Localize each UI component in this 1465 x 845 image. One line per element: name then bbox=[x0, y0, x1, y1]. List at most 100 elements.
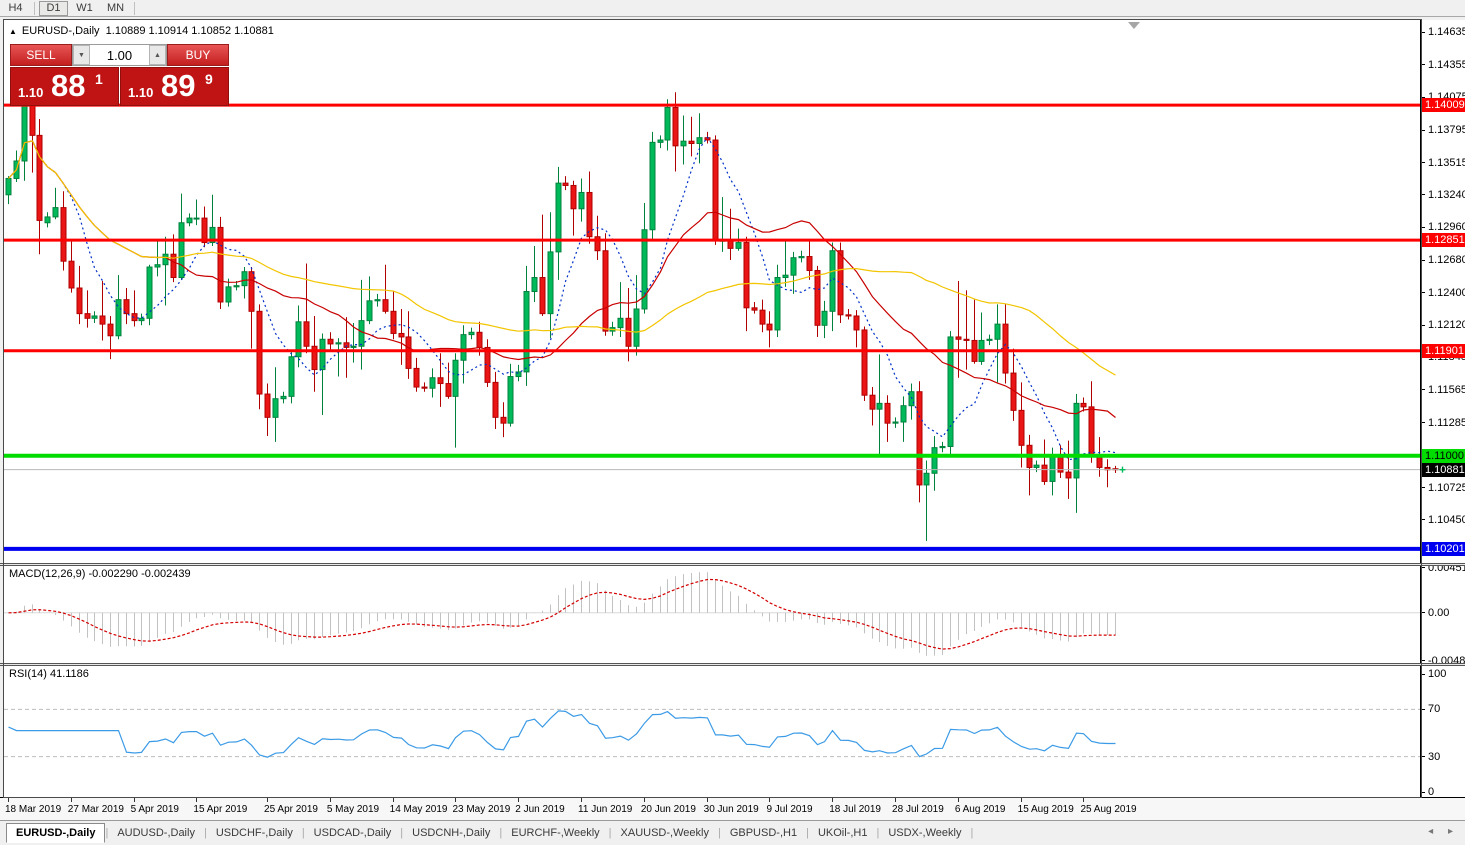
candle-body bbox=[1033, 464, 1040, 468]
volume-decrease-button[interactable]: ▼ bbox=[73, 45, 90, 65]
symbol-tab-EURUSD-Daily[interactable]: EURUSD-,Daily bbox=[6, 823, 106, 843]
candle-body bbox=[68, 260, 75, 289]
scroll-to-end-icon[interactable] bbox=[1128, 22, 1140, 29]
collapse-panel-icon[interactable]: ▲ bbox=[9, 27, 17, 36]
macd-chart[interactable] bbox=[4, 566, 1421, 663]
buy-button[interactable]: BUY bbox=[167, 44, 229, 66]
symbol-tab-AUDUSD-Daily[interactable]: AUDUSD-,Daily bbox=[117, 827, 195, 839]
rsi-pane[interactable]: RSI(14) 41.1186 bbox=[4, 666, 1421, 797]
symbol-tab-EURCHF-Weekly[interactable]: EURCHF-,Weekly bbox=[511, 827, 600, 839]
price-level-chip: 1.10201 bbox=[1421, 541, 1465, 556]
macd-pane[interactable]: MACD(12,26,9) -0.002290 -0.002439 bbox=[4, 566, 1421, 663]
main-price-pane[interactable] bbox=[4, 20, 1421, 563]
candle-body bbox=[594, 236, 601, 252]
date-tick-label: 9 Jul 2019 bbox=[766, 804, 813, 815]
candle-body bbox=[884, 402, 891, 424]
pane-splitter[interactable] bbox=[0, 663, 1465, 666]
date-tick-mark bbox=[1083, 798, 1085, 802]
candle-body bbox=[1002, 323, 1009, 374]
candle-body bbox=[492, 381, 499, 418]
candle-body bbox=[562, 182, 569, 186]
date-tick-label: 23 May 2019 bbox=[452, 804, 511, 815]
candle-body bbox=[1073, 402, 1080, 479]
rsi-tick: 100 bbox=[1421, 668, 1446, 681]
candle-body bbox=[657, 139, 664, 143]
volume-input[interactable] bbox=[90, 45, 149, 65]
pane-splitter[interactable] bbox=[0, 563, 1465, 566]
candle-body bbox=[468, 331, 475, 336]
symbol-tab-GBPUSD-H1[interactable]: GBPUSD-,H1 bbox=[729, 827, 798, 839]
candle-body bbox=[515, 371, 522, 378]
tab-separator: | bbox=[970, 827, 974, 839]
candle-body bbox=[280, 395, 287, 400]
date-tick-label: 11 Jun 2019 bbox=[578, 804, 633, 815]
one-click-trading-panel: SELL ▼ ▲ BUY 1.10 88 1 1.10 89 9 bbox=[10, 44, 229, 106]
date-tick-mark bbox=[643, 798, 645, 802]
candle-body bbox=[1041, 464, 1048, 482]
date-tick-label: 5 May 2019 bbox=[326, 804, 380, 815]
candle-body bbox=[641, 229, 648, 310]
date-tick-mark bbox=[8, 798, 9, 802]
symbol-tab-USDCAD-Daily[interactable]: USDCAD-,Daily bbox=[313, 827, 392, 839]
date-tick-mark bbox=[196, 798, 198, 802]
tab-scroll-arrows[interactable]: ◂ ▸ bbox=[1428, 826, 1459, 837]
candle-body bbox=[99, 315, 106, 325]
candle-body bbox=[994, 323, 1001, 340]
price-tick: 1.11565 bbox=[1421, 383, 1465, 396]
price-level-chip: 1.11000 bbox=[1421, 448, 1465, 463]
tab-separator: | bbox=[806, 827, 809, 839]
date-scale[interactable]: 18 Mar 2019 27 Mar 2019 5 Apr 2019 15 Apr 2… bbox=[0, 797, 1465, 820]
volume-increase-button[interactable]: ▲ bbox=[149, 45, 166, 65]
price-level-chip: 1.11901 bbox=[1421, 343, 1465, 358]
price-tick: 1.14635 bbox=[1421, 26, 1465, 39]
candle-body bbox=[193, 217, 200, 220]
symbol-tab-UKOil-H1[interactable]: UKOil-,H1 bbox=[817, 827, 868, 839]
timeframe-button-W1[interactable]: W1 bbox=[76, 2, 93, 14]
candle-body bbox=[186, 217, 193, 224]
candle-body bbox=[986, 338, 993, 341]
candle-body bbox=[712, 139, 719, 241]
candle-body bbox=[398, 332, 405, 338]
date-tick-mark bbox=[518, 798, 520, 802]
candle-body bbox=[963, 338, 970, 341]
tab-separator: | bbox=[203, 827, 207, 839]
symbol-tab-XAUUSD-Weekly[interactable]: XAUUSD-,Weekly bbox=[620, 827, 709, 839]
candle-body bbox=[343, 342, 350, 348]
price-tick: 1.12680 bbox=[1421, 254, 1465, 267]
candle-body bbox=[939, 445, 946, 449]
candlestick-chart[interactable] bbox=[4, 20, 1421, 563]
candle-body bbox=[861, 329, 868, 396]
date-tick-mark bbox=[581, 798, 583, 802]
date-tick-label: 15 Apr 2019 bbox=[193, 804, 248, 815]
bid-price-display[interactable]: 1.10 88 1 bbox=[10, 67, 119, 106]
price-scale[interactable]: 1.14009 1.12851 1.11901 1.11000 1.10201 1.108… bbox=[1420, 20, 1465, 563]
candle-body bbox=[248, 271, 255, 312]
rsi-chart[interactable] bbox=[4, 666, 1421, 797]
candle-body bbox=[217, 226, 224, 303]
candle-body bbox=[774, 277, 781, 331]
candle-body bbox=[837, 250, 844, 316]
ask-price-display[interactable]: 1.10 89 9 bbox=[120, 67, 229, 106]
symbol-tab-USDCNH-Daily[interactable]: USDCNH-,Daily bbox=[412, 827, 491, 839]
candle-body bbox=[233, 285, 240, 288]
timeframe-button-H4[interactable]: H4 bbox=[8, 2, 23, 14]
symbol-tab-USDX-Weekly[interactable]: USDX-,Weekly bbox=[888, 827, 962, 839]
macd-label: MACD(12,26,9) -0.002290 -0.002439 bbox=[9, 568, 191, 580]
sell-button[interactable]: SELL bbox=[10, 44, 72, 66]
candle-body bbox=[931, 447, 938, 474]
candle-body bbox=[91, 315, 98, 319]
timeframe-toolbar: H4 D1 W1 MN bbox=[0, 0, 1465, 17]
rsi-scale[interactable]: 100 70 30 0 bbox=[1420, 666, 1465, 798]
date-tick-label: 18 Mar 2019 bbox=[5, 804, 62, 815]
timeframe-button-D1[interactable]: D1 bbox=[39, 0, 68, 16]
date-tick-mark bbox=[329, 798, 331, 802]
tab-separator: | bbox=[301, 827, 305, 839]
macd-scale[interactable]: 0.0045170.00-0.004806 bbox=[1420, 562, 1465, 667]
candle-body bbox=[507, 376, 514, 424]
candle-body bbox=[578, 191, 585, 210]
candle-body bbox=[350, 345, 357, 348]
symbol-tab-USDCHF-Daily[interactable]: USDCHF-,Daily bbox=[215, 827, 293, 839]
timeframe-button-MN[interactable]: MN bbox=[106, 2, 125, 14]
symbol-period-label: EURUSD-,Daily bbox=[21, 25, 100, 37]
